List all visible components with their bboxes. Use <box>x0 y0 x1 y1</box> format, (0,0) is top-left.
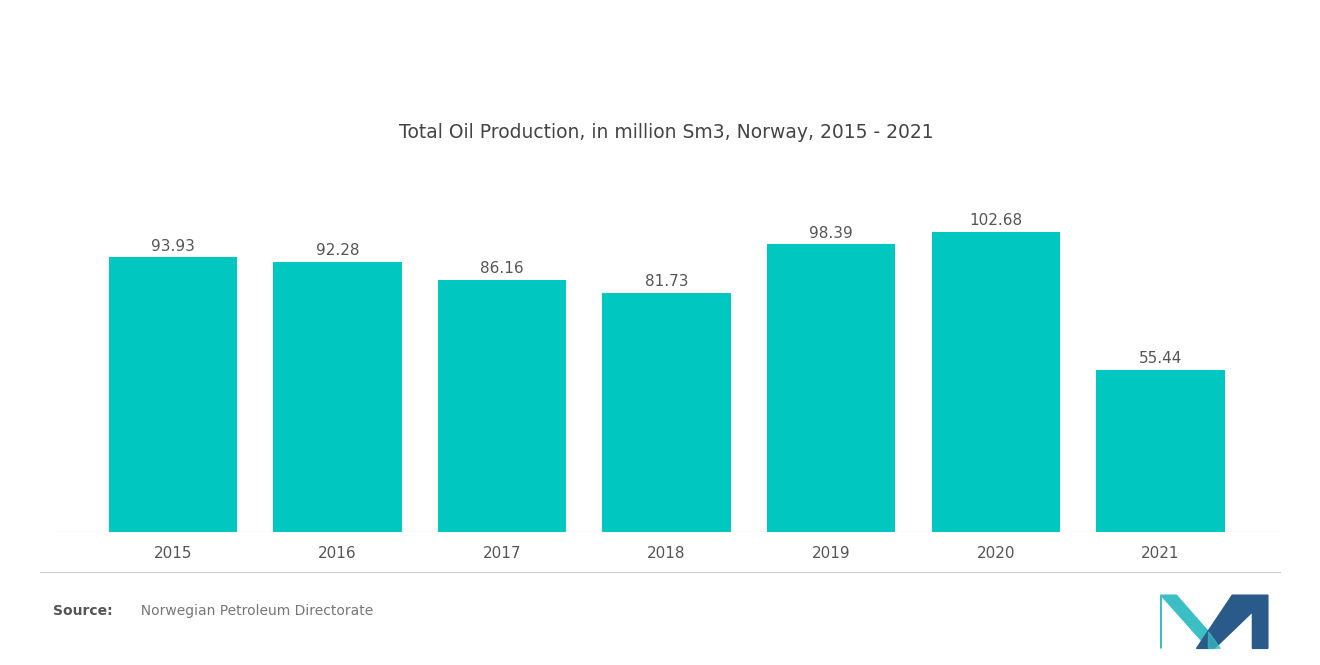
Text: 93.93: 93.93 <box>150 239 195 253</box>
Text: 102.68: 102.68 <box>969 213 1023 228</box>
Bar <box>767 244 895 532</box>
Bar <box>602 293 731 532</box>
Text: 92.28: 92.28 <box>315 243 359 259</box>
Bar <box>932 231 1060 532</box>
Text: Norwegian Petroleum Directorate: Norwegian Petroleum Directorate <box>132 604 374 618</box>
Bar <box>108 257 238 532</box>
Text: Source:: Source: <box>53 604 112 618</box>
Text: 98.39: 98.39 <box>809 225 853 241</box>
Polygon shape <box>1209 632 1220 648</box>
Bar <box>1096 370 1225 532</box>
Text: 86.16: 86.16 <box>480 261 524 277</box>
Bar <box>273 262 401 532</box>
Polygon shape <box>1196 595 1267 648</box>
Text: 81.73: 81.73 <box>645 275 688 289</box>
Title: Total Oil Production, in million Sm3, Norway, 2015 - 2021: Total Oil Production, in million Sm3, No… <box>399 124 935 142</box>
Polygon shape <box>1162 595 1209 648</box>
Text: 55.44: 55.44 <box>1139 351 1183 366</box>
Bar <box>438 280 566 532</box>
